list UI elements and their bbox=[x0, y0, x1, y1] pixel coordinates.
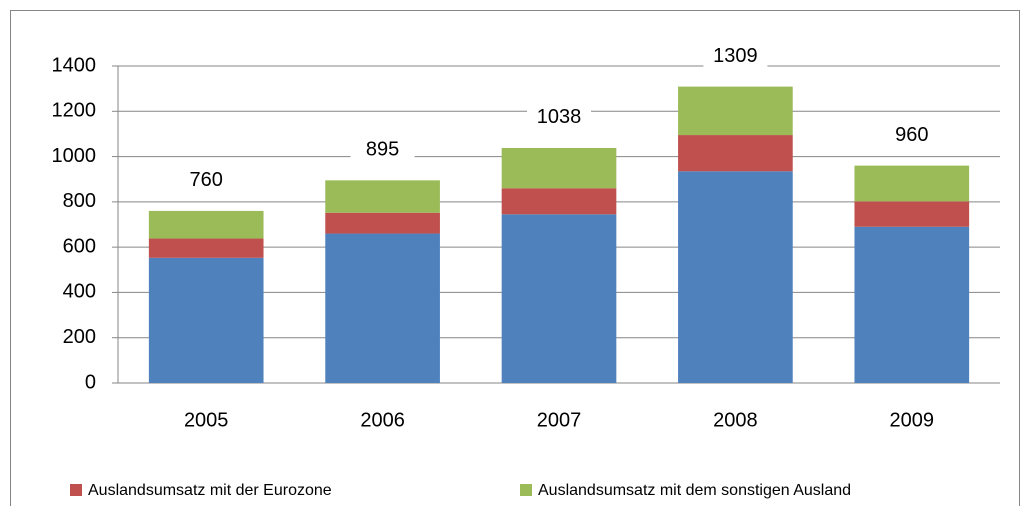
x-tick-label: 2009 bbox=[890, 409, 935, 431]
total-label-bg bbox=[879, 122, 944, 149]
bar-segment bbox=[148, 257, 264, 383]
total-label: 960 bbox=[895, 124, 928, 146]
x-tick-label: 2008 bbox=[713, 409, 758, 431]
legend-label: Auslandsumsatz mit dem sonstigen Ausland bbox=[538, 482, 851, 499]
y-tick-label: 400 bbox=[63, 281, 96, 303]
y-tick-label: 0 bbox=[85, 371, 96, 393]
total-label-bg bbox=[350, 137, 415, 164]
bar-segment bbox=[325, 233, 440, 383]
legend-label: Auslandsumsatz mit der Eurozone bbox=[88, 482, 332, 499]
bar-segment bbox=[678, 171, 793, 383]
bar-segment bbox=[854, 226, 970, 383]
total-label: 760 bbox=[190, 169, 223, 191]
total-label: 1038 bbox=[537, 106, 582, 128]
x-tick-label: 2005 bbox=[184, 409, 229, 431]
bar-segment bbox=[501, 214, 617, 383]
y-tick-label: 200 bbox=[63, 326, 96, 348]
total-label: 1309 bbox=[713, 45, 758, 67]
y-tick-label: 1200 bbox=[52, 100, 97, 122]
y-tick-label: 1400 bbox=[52, 54, 97, 76]
bar-segment bbox=[678, 135, 793, 172]
bar-segment bbox=[501, 188, 617, 215]
total-label-bg bbox=[527, 104, 591, 131]
x-tick-label: 2007 bbox=[537, 409, 582, 431]
bar-segment bbox=[325, 212, 440, 234]
y-tick-label: 600 bbox=[63, 235, 96, 257]
total-label-bg bbox=[174, 167, 239, 194]
bar-segment bbox=[854, 165, 970, 202]
bar-segment bbox=[148, 210, 264, 239]
y-tick-label: 1000 bbox=[52, 145, 97, 167]
bar-segment bbox=[148, 238, 264, 258]
bar-segment bbox=[854, 201, 970, 227]
y-tick-label: 800 bbox=[63, 190, 96, 212]
legend-swatch bbox=[70, 484, 82, 496]
bar-segment bbox=[501, 147, 617, 189]
bar-segment bbox=[325, 180, 440, 213]
bar-segment bbox=[678, 86, 793, 136]
total-label: 895 bbox=[366, 139, 399, 161]
total-label-bg bbox=[703, 43, 768, 70]
legend-swatch bbox=[520, 484, 532, 496]
x-tick-label: 2006 bbox=[360, 409, 405, 431]
